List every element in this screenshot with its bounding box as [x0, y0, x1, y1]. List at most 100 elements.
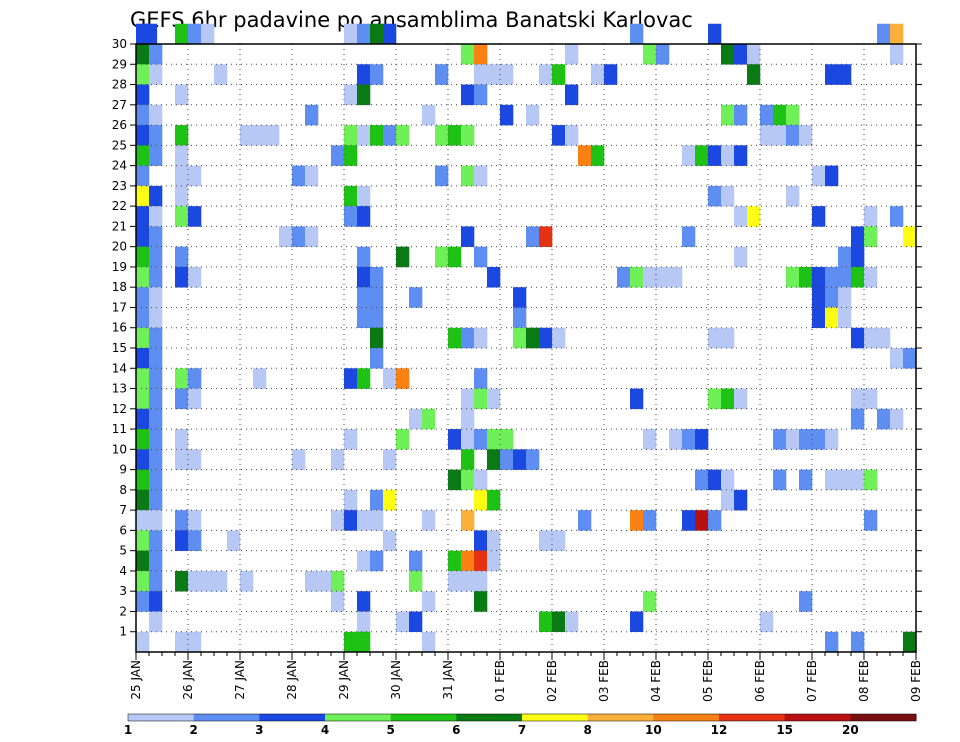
heatmap-cell	[136, 104, 150, 126]
heatmap-cell	[487, 64, 501, 85]
heatmap-cell	[838, 266, 852, 288]
heatmap-cell	[864, 327, 878, 349]
heatmap-cell	[578, 145, 592, 166]
heatmap-cell	[175, 84, 189, 106]
heatmap-cell	[409, 611, 423, 633]
heatmap-cell	[357, 64, 371, 85]
heatmap-cell	[240, 570, 254, 592]
heatmap-cell	[513, 449, 527, 470]
heatmap-cell	[630, 510, 644, 531]
heatmap-cell	[149, 266, 163, 288]
heatmap-cell	[175, 206, 189, 227]
heatmap-cell	[136, 408, 150, 430]
heatmap-cell	[149, 469, 163, 491]
heatmap-cell	[500, 429, 514, 450]
heatmap-cell	[695, 469, 709, 491]
heatmap-cell	[604, 64, 618, 85]
heatmap-cell	[461, 408, 475, 430]
x-tick-label: 09 FEB	[909, 660, 923, 702]
heatmap-cell	[630, 266, 644, 288]
heatmap-cell	[370, 125, 384, 146]
y-tick-label: 15	[112, 341, 127, 355]
heatmap-cell	[409, 287, 423, 308]
y-tick-label: 18	[112, 280, 127, 294]
y-tick-label: 28	[112, 78, 127, 92]
y-tick-label: 19	[112, 260, 127, 274]
heatmap-cell	[825, 165, 839, 187]
heatmap-cell	[136, 266, 150, 288]
heatmap-cell	[890, 408, 904, 430]
heatmap-cell	[474, 429, 488, 450]
heatmap-cell	[461, 165, 475, 187]
heatmap-cell	[175, 165, 189, 187]
heatmap-cell	[851, 327, 865, 349]
heatmap-cell	[409, 550, 423, 572]
heatmap-cell	[175, 266, 189, 288]
heatmap-cell	[188, 206, 202, 227]
heatmap-cell	[136, 64, 150, 85]
heatmap-cell	[552, 125, 566, 146]
heatmap-cell	[149, 429, 163, 450]
heatmap-cell	[578, 510, 592, 531]
heatmap-cell	[344, 84, 358, 106]
heatmap-cell	[305, 165, 319, 187]
heatmap-cell	[149, 550, 163, 572]
colorbar-label: 5	[386, 723, 394, 737]
heatmap-cell	[838, 246, 852, 268]
heatmap-cell	[370, 307, 384, 329]
heatmap-cell	[721, 388, 735, 410]
heatmap-cell	[890, 23, 904, 45]
heatmap-cell	[149, 591, 163, 612]
heatmap-cell	[344, 23, 358, 45]
heatmap-cell	[422, 510, 436, 531]
colorbar-segment	[456, 714, 523, 721]
heatmap-cell	[136, 469, 150, 491]
heatmap-cell	[370, 348, 384, 369]
y-tick-label: 8	[119, 483, 127, 497]
heatmap-cell	[825, 287, 839, 308]
heatmap-cell	[851, 266, 865, 288]
grid-lines	[136, 44, 916, 652]
heatmap-cell	[253, 368, 267, 389]
x-tick-label: 26 JAN	[181, 660, 195, 700]
x-tick-label: 30 JAN	[389, 660, 403, 700]
y-tick-label: 27	[112, 98, 127, 112]
heatmap-cell	[435, 246, 449, 268]
heatmap-cell	[461, 388, 475, 410]
colorbar-segment	[719, 714, 786, 721]
heatmap-cell	[630, 611, 644, 633]
y-tick-label: 11	[112, 422, 127, 436]
colorbar-label: 3	[255, 723, 263, 737]
heatmap-cell	[149, 104, 163, 126]
colorbar-label: 15	[776, 723, 793, 737]
heatmap-cell	[877, 408, 891, 430]
heatmap-cell	[721, 104, 735, 126]
heatmap-cell	[682, 510, 696, 531]
heatmap-cell	[136, 368, 150, 389]
heatmap-cell	[461, 125, 475, 146]
heatmap-cell	[357, 23, 371, 45]
heatmap-cell	[474, 84, 488, 106]
heatmap-cell	[903, 226, 917, 247]
colorbar-segment	[193, 714, 260, 721]
heatmap-cell	[357, 631, 371, 653]
y-tick-label: 6	[119, 523, 127, 537]
heatmap-cell	[721, 185, 735, 207]
heatmap-cell	[487, 388, 501, 410]
y-tick-label: 26	[112, 118, 127, 132]
heatmap-cell	[773, 104, 787, 126]
heatmap-cell	[643, 510, 657, 531]
heatmap-cell	[812, 206, 826, 227]
heatmap-cell	[331, 145, 345, 166]
heatmap-cell	[448, 327, 462, 349]
y-tick-label: 24	[112, 159, 127, 173]
heatmap-cell	[721, 145, 735, 166]
heatmap-cell	[864, 510, 878, 531]
heatmap-cell	[175, 368, 189, 389]
heatmap-cell	[526, 226, 540, 247]
heatmap-cell	[357, 125, 371, 146]
heatmap-cell	[734, 44, 748, 65]
heatmap-cell	[409, 570, 423, 592]
heatmap-cell	[448, 429, 462, 450]
colorbar-label: 12	[711, 723, 728, 737]
